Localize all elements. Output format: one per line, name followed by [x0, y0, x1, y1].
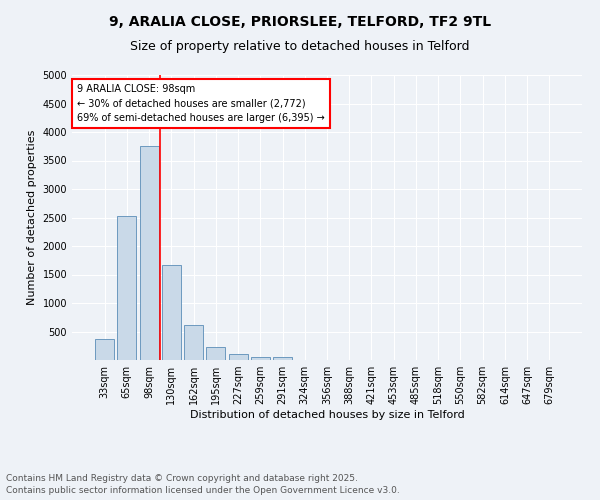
Y-axis label: Number of detached properties: Number of detached properties — [27, 130, 37, 305]
X-axis label: Distribution of detached houses by size in Telford: Distribution of detached houses by size … — [190, 410, 464, 420]
Bar — [273, 357, 292, 360]
Bar — [118, 216, 136, 360]
Text: 9, ARALIA CLOSE, PRIORSLEE, TELFORD, TF2 9TL: 9, ARALIA CLOSE, PRIORSLEE, TELFORD, TF2… — [109, 15, 491, 29]
Bar — [95, 338, 114, 360]
Bar — [184, 324, 203, 360]
Bar — [140, 146, 158, 360]
Text: Size of property relative to detached houses in Telford: Size of property relative to detached ho… — [130, 40, 470, 53]
Bar — [251, 357, 270, 360]
Bar — [229, 354, 248, 360]
Bar — [206, 347, 225, 360]
Bar — [162, 266, 181, 360]
Text: Contains HM Land Registry data © Crown copyright and database right 2025.
Contai: Contains HM Land Registry data © Crown c… — [6, 474, 400, 495]
Text: 9 ARALIA CLOSE: 98sqm
← 30% of detached houses are smaller (2,772)
69% of semi-d: 9 ARALIA CLOSE: 98sqm ← 30% of detached … — [77, 84, 325, 123]
